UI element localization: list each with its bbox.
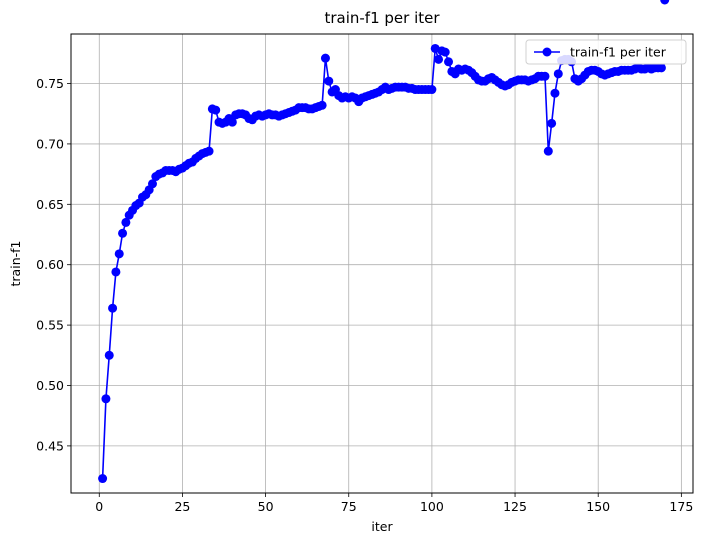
legend-entry-label: train-f1 per iter	[570, 45, 667, 60]
y-tick-label: 0.45	[36, 438, 64, 453]
data-point	[98, 474, 108, 484]
data-point	[444, 57, 454, 67]
data-point	[427, 85, 437, 95]
x-tick-label: 100	[420, 499, 444, 514]
y-axis-ticks: 0.45 0.50 0.55 0.60 0.65 0.70 0.75	[36, 76, 71, 453]
data-point	[440, 47, 450, 57]
x-tick-label: 125	[503, 499, 527, 514]
data-point	[104, 350, 114, 360]
x-tick-label: 75	[341, 499, 357, 514]
data-point	[121, 217, 131, 227]
data-point	[227, 117, 237, 127]
chart-title: train-f1 per iter	[324, 9, 440, 27]
grid	[71, 34, 693, 493]
data-point	[147, 179, 157, 189]
x-tick-label: 150	[586, 499, 610, 514]
data-point	[317, 100, 327, 110]
data-point	[108, 303, 118, 313]
data-point	[118, 228, 128, 238]
x-tick-label: 50	[258, 499, 274, 514]
data-point	[211, 105, 221, 115]
y-tick-label: 0.55	[36, 318, 64, 333]
data-point	[204, 146, 214, 156]
data-point	[114, 249, 124, 259]
legend-box	[525, 39, 687, 65]
x-tick-label: 0	[95, 499, 103, 514]
legend: train-f1 per iter	[525, 39, 687, 65]
data-point	[320, 53, 330, 63]
data-point	[553, 69, 563, 79]
data-point	[434, 54, 444, 64]
y-tick-label: 0.50	[36, 378, 64, 393]
plot-area	[98, 0, 670, 484]
data-point	[660, 0, 670, 5]
y-tick-label: 0.75	[36, 76, 64, 91]
legend-marker-swatch	[542, 47, 552, 57]
x-axis-label: iter	[371, 519, 393, 534]
y-tick-label: 0.65	[36, 197, 64, 212]
data-point	[324, 76, 334, 86]
y-axis-label: train-f1	[8, 241, 23, 287]
x-tick-label: 175	[669, 499, 693, 514]
x-axis-ticks: 0 25 50 75 100 125 150 175	[95, 493, 693, 514]
data-point	[101, 394, 111, 404]
data-point	[656, 63, 666, 73]
y-tick-label: 0.70	[36, 136, 64, 151]
data-point	[111, 267, 121, 277]
y-tick-label: 0.60	[36, 257, 64, 272]
data-point	[543, 146, 553, 156]
data-point	[547, 118, 557, 128]
x-tick-label: 25	[174, 499, 190, 514]
data-point	[550, 88, 560, 98]
axes-frame	[70, 33, 694, 494]
data-point	[540, 71, 550, 81]
